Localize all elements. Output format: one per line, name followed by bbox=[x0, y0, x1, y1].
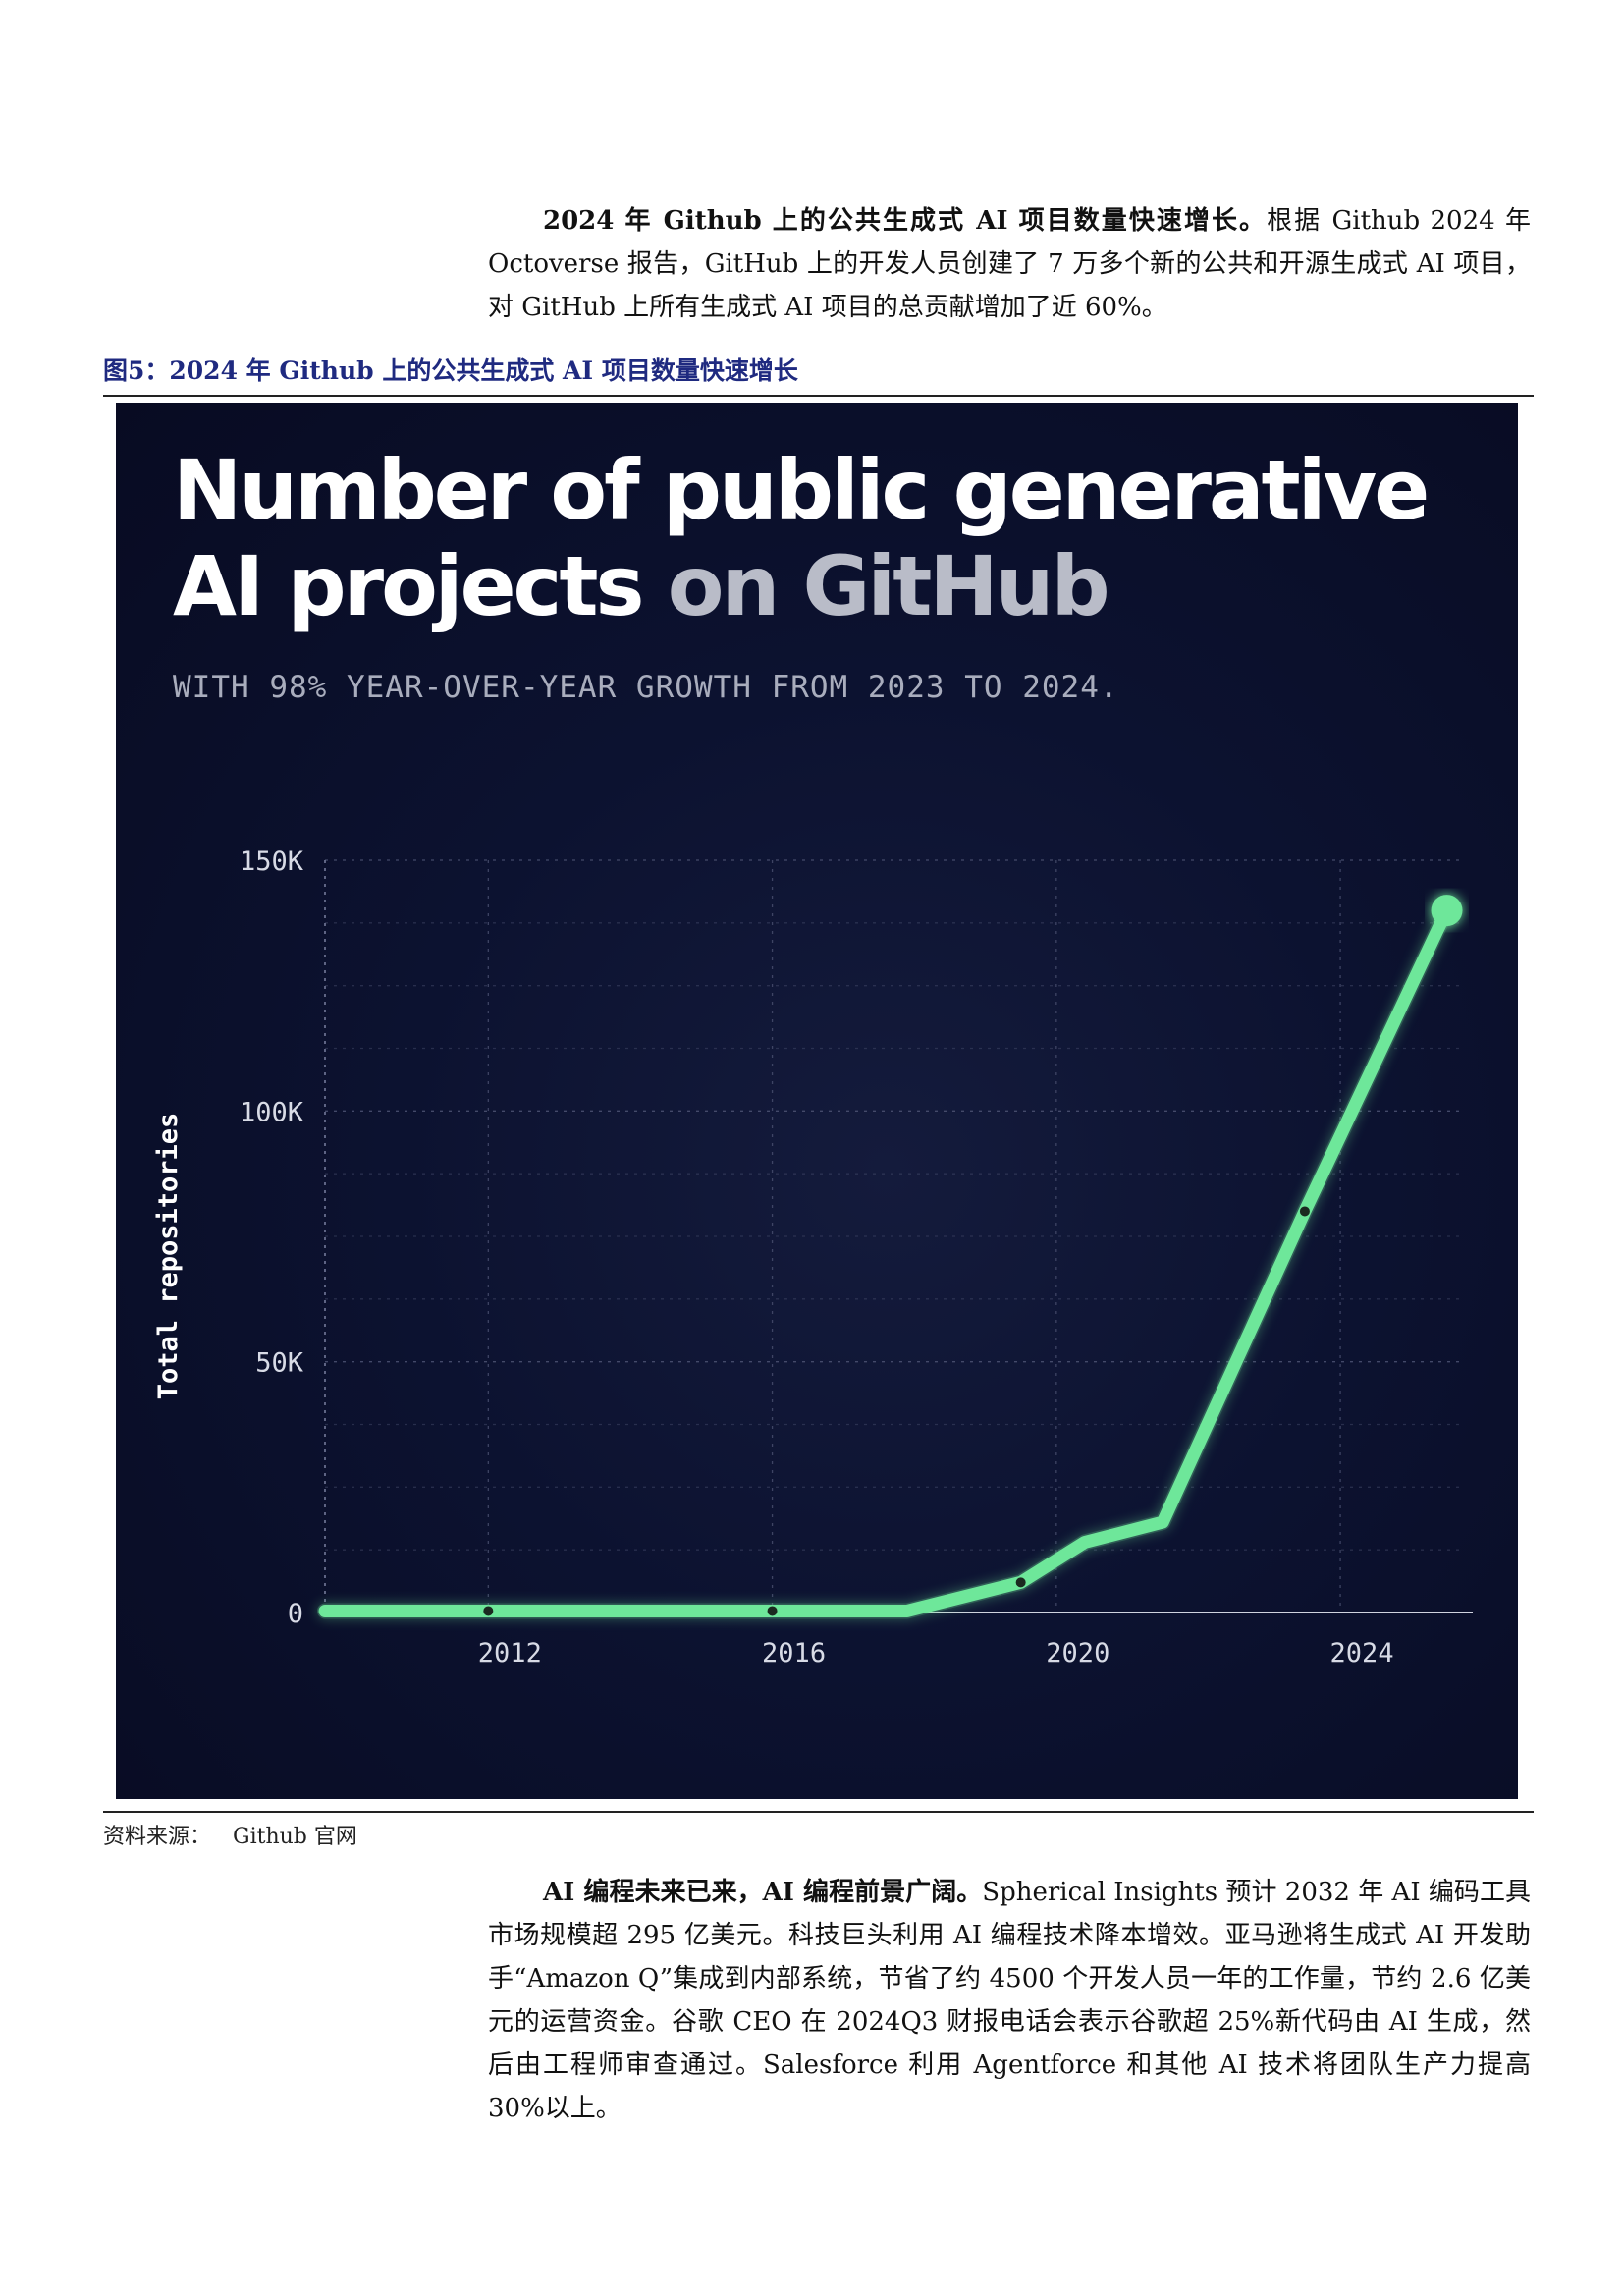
chart-title-line2-dim: on GitHub bbox=[641, 538, 1110, 634]
source-value: Github 官网 bbox=[233, 1825, 357, 1849]
y-axis-title: Total repositories bbox=[153, 1113, 184, 1400]
data-point-marker bbox=[1015, 1577, 1026, 1588]
outro-lead: AI 编程未来已来，AI 编程前景广阔。 bbox=[543, 1878, 983, 1907]
outro-body: Spherical Insights 预计 2032 年 AI 编码工具市场规模… bbox=[488, 1878, 1531, 2123]
data-point-marker bbox=[483, 1606, 494, 1616]
series-line bbox=[318, 903, 1454, 1617]
x-tick-label: 2016 bbox=[762, 1638, 826, 1668]
data-point-marker bbox=[1299, 1206, 1310, 1217]
x-tick-label: 2020 bbox=[1046, 1638, 1109, 1668]
endpoint-marker bbox=[1431, 895, 1463, 927]
outro-paragraph: AI 编程未来已来，AI 编程前景广阔。Spherical Insights 预… bbox=[488, 1871, 1531, 2130]
chart-title: Number of public generative AI projects … bbox=[173, 442, 1430, 634]
intro-lead: 2024 年 Github 上的公共生成式 AI 项目数量快速增长。 bbox=[543, 206, 1268, 236]
data-point-marker bbox=[767, 1606, 778, 1616]
figure-bottom-rule bbox=[103, 1811, 1534, 1813]
figure-title: 图5：2024 年 Github 上的公共生成式 AI 项目数量快速增长 bbox=[103, 356, 798, 385]
x-tick-label: 2012 bbox=[478, 1638, 542, 1668]
chart-subtitle: WITH 98% YEAR-OVER-YEAR GROWTH FROM 2023… bbox=[173, 670, 1119, 705]
figure-source: 资料来源： Github 官网 bbox=[103, 1819, 379, 1850]
x-tick-label: 2024 bbox=[1330, 1638, 1394, 1668]
intro-body: 根据 Github 2024 年 Octoverse 报告，GitHub 上的开… bbox=[488, 206, 1531, 322]
y-tick-label: 150K bbox=[240, 847, 304, 877]
chart-title-line2-bright: AI projects bbox=[173, 538, 644, 634]
y-tick-label: 0 bbox=[288, 1599, 303, 1629]
intro-paragraph: 2024 年 Github 上的公共生成式 AI 项目数量快速增长。根据 Git… bbox=[488, 199, 1531, 329]
y-tick-label: 50K bbox=[255, 1348, 304, 1379]
figure-top-rule bbox=[103, 395, 1534, 397]
chart-svg: 0 50K 100K 150K 2012 2016 2020 2024 Total reposi… bbox=[153, 847, 1473, 1668]
chart-title-line1: Number of public generative bbox=[173, 442, 1430, 538]
y-tick-label: 100K bbox=[240, 1097, 304, 1127]
chart-panel: 0 50K 100K 150K 2012 2016 2020 2024 Total reposi… bbox=[116, 403, 1518, 1799]
source-label: 资料来源： bbox=[103, 1825, 212, 1849]
